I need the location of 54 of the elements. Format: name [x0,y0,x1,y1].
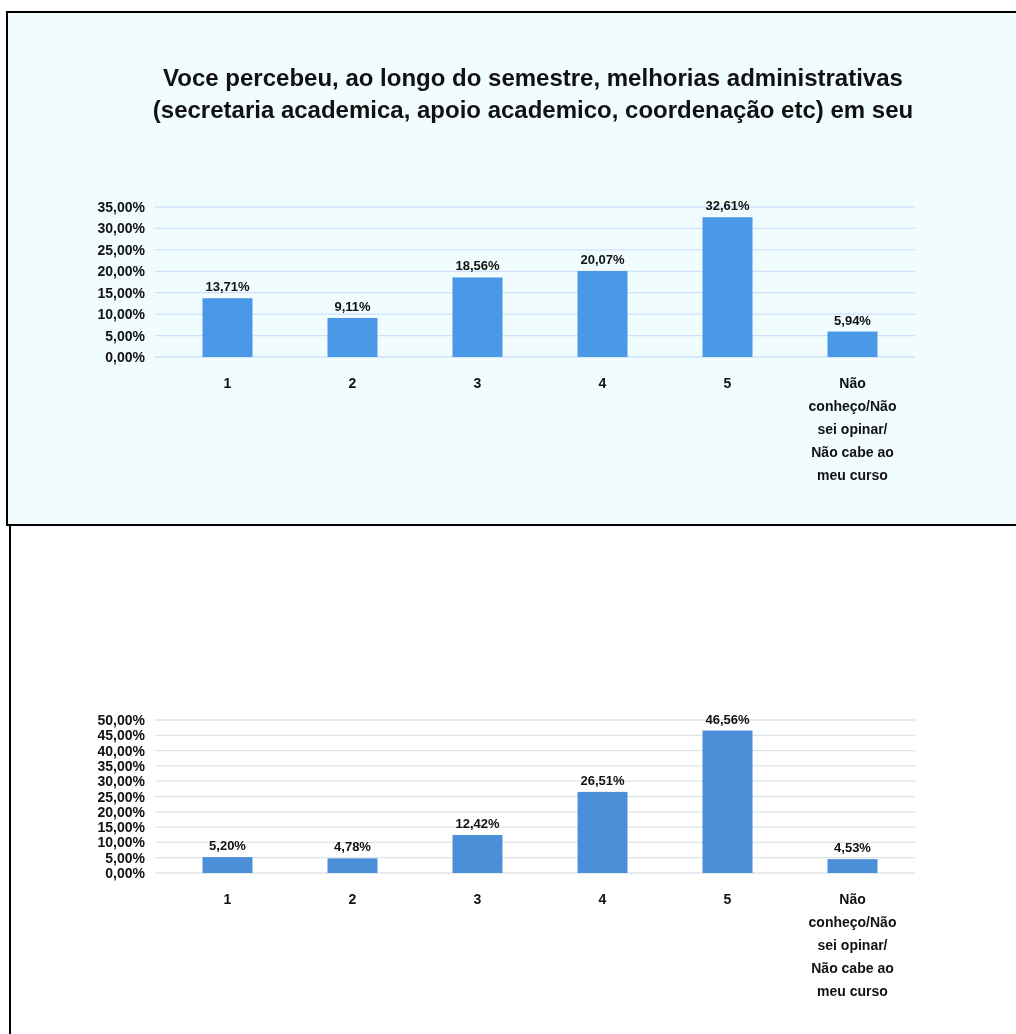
data-label: 13,71% [205,279,250,295]
x-tick-label: 1 [223,891,232,907]
bar [452,835,503,873]
chart-title: Voce percebeu, ao longo do semestre, melhorias administrativas (secretaria academica, apoio academico, coordenação etc) em seu [152,64,914,123]
y-tick-label: 5,00% [105,327,146,344]
y-tick-label: 45,00% [97,727,146,744]
y-tick-label: 0,00% [105,865,146,881]
y-tick-label: 0,00% [105,349,146,365]
y-tick-label: 15,00% [97,284,146,301]
bar [577,270,628,357]
y-tick-label: 30,00% [97,773,146,790]
bar [577,791,628,873]
x-tick-label: 4 [598,375,607,391]
data-label: 26,51% [580,772,625,788]
data-label: 12,42% [455,815,500,831]
x-tick-label: 3 [473,891,482,907]
data-label: 5,20% [209,838,247,854]
bar [827,859,878,873]
x-tick-label: 4 [598,891,607,907]
y-tick-label: 25,00% [97,788,146,805]
bar [702,217,753,357]
data-label: 9,11% [334,298,372,314]
y-tick-label: 30,00% [97,220,146,237]
y-tick-label: 5,00% [105,849,146,866]
x-tick-label: 3 [473,375,482,391]
data-label: 4,78% [334,839,372,855]
y-tick-label: 40,00% [97,742,146,759]
y-tick-label: 35,00% [97,199,146,215]
y-tick-label: 10,00% [97,306,146,323]
x-tick-label: Não conheço/Não sei opinar/ Não cabe ao meu curso [808,375,897,483]
y-tick-label: 10,00% [97,834,146,851]
y-tick-label: 25,00% [97,241,146,258]
x-tick-label: 5 [723,891,732,907]
x-tick-label: 1 [223,375,232,391]
y-tick-label: 20,00% [97,263,146,280]
bar [702,730,753,873]
data-label: 32,61% [705,198,750,214]
bar [202,857,253,873]
x-tick-label: 5 [723,375,732,391]
bar [327,317,378,357]
data-label: 18,56% [455,258,500,274]
x-tick-label: 2 [348,375,357,391]
bar [452,277,503,357]
bar [827,331,878,357]
x-tick-label: Não conheço/Não sei opinar/ Não cabe ao meu curso [808,891,897,999]
data-label: 20,07% [580,251,625,267]
bar [202,298,253,357]
y-tick-label: 50,00% [97,712,146,728]
y-tick-label: 15,00% [97,819,146,836]
bar [327,858,378,873]
data-label: 4,53% [834,840,872,856]
data-label: 46,56% [705,711,750,727]
x-tick-label: 2 [348,891,357,907]
data-label: 5,94% [834,312,872,328]
